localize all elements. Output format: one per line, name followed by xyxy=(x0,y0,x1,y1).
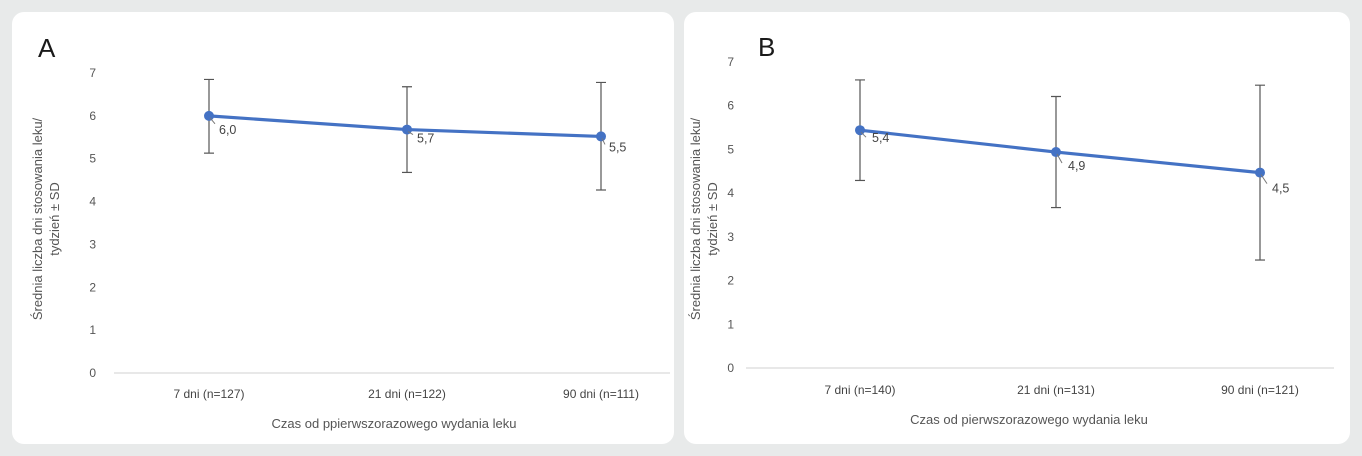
chart-a: A 0 1 2 3 4 5 6 7 7 dni (n=127) 21 dni (n=122) 90 d… xyxy=(30,33,670,431)
x-tick-label: 90 dni (n=111) xyxy=(563,387,639,401)
y-tick-label: 7 xyxy=(89,66,96,80)
y-axis-title: Średnia liczba dni stosowania leku/tydzi… xyxy=(688,117,720,320)
chart-panel-a: A 0 1 2 3 4 5 6 7 7 dni (n=127) 21 dni (n=122) 90 d… xyxy=(12,12,674,444)
y-tick-label: 6 xyxy=(727,99,734,113)
data-label-leader xyxy=(407,131,414,136)
data-point xyxy=(1051,147,1061,158)
y-axis-title-line: Średnia liczba dni stosowania leku/ xyxy=(30,117,45,320)
y-tick-label: 1 xyxy=(89,323,96,337)
y-tick-label: 2 xyxy=(89,280,96,294)
y-tick-label: 1 xyxy=(727,317,734,331)
y-tick-label: 2 xyxy=(727,274,734,288)
data-label: 5,7 xyxy=(417,132,434,146)
panel-label: B xyxy=(758,32,775,62)
x-tick-label: 7 dni (n=127) xyxy=(173,387,244,401)
y-tick-label: 7 xyxy=(727,55,734,69)
x-tick-label: 90 dni (n=121) xyxy=(1221,383,1299,397)
y-tick-label: 5 xyxy=(727,142,734,156)
data-point xyxy=(204,110,214,121)
y-tick-label: 0 xyxy=(89,366,96,380)
y-tick-label: 0 xyxy=(727,361,734,375)
x-tick-label: 21 dni (n=131) xyxy=(1017,383,1095,397)
data-label-leader xyxy=(860,131,867,138)
y-axis-title-line: tydzień ± SD xyxy=(705,182,720,256)
data-label-leader xyxy=(1260,174,1268,184)
data-label-leader xyxy=(1056,153,1063,164)
data-label: 6,0 xyxy=(219,123,236,137)
data-label: 5,4 xyxy=(872,131,889,145)
y-tick-label: 6 xyxy=(89,109,96,123)
y-axis-title-line: Średnia liczba dni stosowania leku/ xyxy=(688,117,703,320)
chart-b: B 0 1 2 3 4 5 6 7 7 dni (n=140) 21 dni (n=131) 90 d… xyxy=(688,32,1334,427)
y-tick-label: 4 xyxy=(89,195,96,209)
chart-panel-b: B 0 1 2 3 4 5 6 7 7 dni (n=140) 21 dni (n=131) 90 d… xyxy=(684,12,1350,444)
y-axis-title: Średnia liczba dni stosowania leku/tydzi… xyxy=(30,117,62,320)
y-axis-title-line: tydzień ± SD xyxy=(47,182,62,256)
y-tick-label: 3 xyxy=(89,237,96,251)
data-point xyxy=(855,125,865,136)
panel-label: A xyxy=(38,33,56,63)
data-point xyxy=(596,131,606,142)
x-tick-label: 21 dni (n=122) xyxy=(368,387,446,401)
y-tick-label: 4 xyxy=(727,186,734,200)
y-tick-label: 5 xyxy=(89,152,96,166)
data-label-leader xyxy=(209,117,216,125)
data-point xyxy=(1255,167,1265,178)
data-label: 4,9 xyxy=(1068,159,1085,173)
y-tick-label: 3 xyxy=(727,230,734,244)
x-axis-title: Czas od ppierwszorazowego wydania leku xyxy=(272,416,517,431)
x-axis-title: Czas od pierwszorazowego wydania leku xyxy=(910,412,1148,427)
x-tick-label: 7 dni (n=140) xyxy=(824,383,895,397)
data-label: 4,5 xyxy=(1272,182,1289,196)
data-label-leader xyxy=(601,138,606,145)
data-label: 5,5 xyxy=(609,140,626,154)
